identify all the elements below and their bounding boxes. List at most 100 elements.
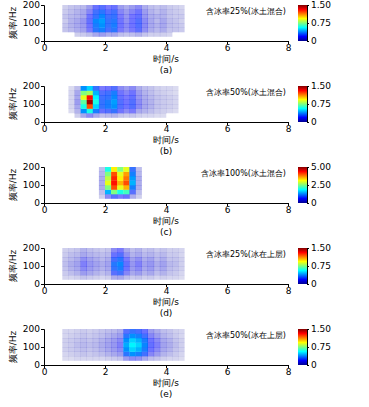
y-axis-title: 频率/Hz: [8, 6, 18, 39]
cell: [62, 91, 68, 96]
cell: [129, 167, 135, 172]
cell: [99, 275, 105, 280]
cell: [75, 262, 81, 267]
cell: [62, 262, 68, 267]
cell: [117, 248, 123, 253]
cell: [68, 266, 74, 271]
tick-mark: [41, 284, 44, 285]
cell: [117, 266, 123, 271]
cell: [172, 109, 178, 114]
cell: [117, 28, 123, 33]
cell: [81, 257, 87, 262]
tick-mark: [41, 122, 44, 123]
cell: [154, 347, 160, 352]
tick: 200: [23, 162, 44, 172]
cell: [166, 248, 172, 253]
cell: [172, 91, 178, 96]
cell: [105, 338, 111, 343]
cell: [105, 100, 111, 105]
tick-label: 0: [34, 36, 40, 46]
cell: [75, 10, 81, 15]
cell: [87, 113, 93, 118]
x-axis: 02468: [42, 203, 292, 215]
cell: [87, 343, 93, 348]
cell: [87, 19, 93, 24]
cell: [154, 275, 160, 280]
tick-label: 200: [23, 0, 40, 10]
cell: [160, 356, 166, 361]
cell: [129, 185, 135, 190]
tick-label: 5.00: [311, 162, 331, 172]
tick: 6: [225, 41, 231, 53]
cell: [172, 343, 178, 348]
cell: [75, 172, 81, 177]
cell: [136, 167, 142, 172]
cell: [129, 23, 135, 28]
tick: 0: [34, 36, 44, 46]
cell: [154, 176, 160, 181]
cell: [81, 352, 87, 357]
cell: [75, 266, 81, 271]
cell: [148, 271, 154, 276]
cell: [81, 338, 87, 343]
cell: [142, 338, 148, 343]
cells: [62, 167, 184, 199]
panel-label: (a): [160, 65, 173, 75]
tick-label: 2.50: [311, 180, 331, 190]
tick: 1.50: [307, 243, 331, 253]
cell: [75, 167, 81, 172]
cell: [62, 113, 68, 118]
cell: [136, 109, 142, 114]
cell: [111, 19, 117, 24]
cell: [129, 100, 135, 105]
cell: [136, 329, 142, 334]
cell: [111, 329, 117, 334]
y-axis: 0100200: [23, 0, 45, 46]
cell: [136, 343, 142, 348]
cell: [93, 19, 99, 24]
cell: [166, 86, 172, 91]
cell: [123, 329, 129, 334]
cell: [154, 86, 160, 91]
cell: [75, 338, 81, 343]
cell: [166, 257, 172, 262]
tick-mark: [307, 5, 309, 6]
cell: [154, 266, 160, 271]
cell: [178, 100, 184, 105]
cell: [105, 194, 111, 199]
cell: [172, 172, 178, 177]
annotation: 含冰率25%(冰土混合): [206, 7, 286, 16]
panel-label: (b): [160, 146, 173, 156]
cell: [129, 95, 135, 100]
tick-label: 100: [23, 180, 40, 190]
cell: [160, 343, 166, 348]
cell: [87, 14, 93, 19]
colorbar: [298, 329, 307, 365]
colorbar-axis: 00.751.50: [307, 0, 331, 46]
cell: [148, 28, 154, 33]
cell: [129, 194, 135, 199]
cell: [93, 185, 99, 190]
cell: [68, 262, 74, 267]
cell: [111, 248, 117, 253]
cell: [123, 275, 129, 280]
cell: [166, 338, 172, 343]
cell: [148, 176, 154, 181]
cell: [99, 185, 105, 190]
cell: [166, 14, 172, 19]
cell: [166, 100, 172, 105]
cell: [111, 343, 117, 348]
cell: [99, 172, 105, 177]
cell: [166, 167, 172, 172]
y-axis-title: 频率/Hz: [8, 87, 18, 120]
tick-mark: [307, 185, 309, 186]
cell: [99, 338, 105, 343]
tick-mark: [307, 104, 309, 105]
cell: [154, 32, 160, 37]
cell: [93, 329, 99, 334]
cell: [93, 190, 99, 195]
cell: [68, 190, 74, 195]
cell: [68, 185, 74, 190]
cell: [75, 334, 81, 339]
cell: [166, 334, 172, 339]
